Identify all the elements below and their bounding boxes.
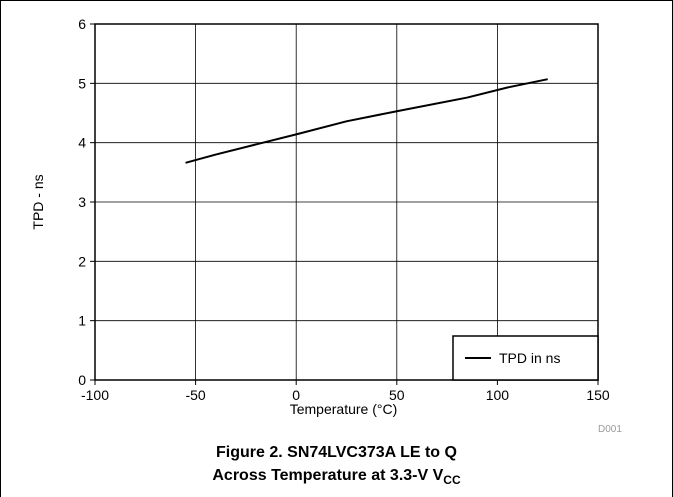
legend: TPD in ns [452, 335, 599, 381]
y-axis-label: TPD - ns [30, 174, 46, 229]
y-tick-label: 3 [78, 194, 86, 210]
y-tick-label: 2 [78, 253, 86, 269]
tpd-temperature-chart: 0 1 2 3 4 5 6 -100 -50 0 50 100 150 TPD - ns Temper… [30, 16, 610, 417]
y-axis-ticks: 0 1 2 3 4 5 6 [78, 16, 95, 388]
series-line-tpd [185, 78, 548, 164]
x-axis-label: Temperature (°C) [290, 401, 398, 417]
figure-caption-line2: Across Temperature at 3.3-V VCC [0, 466, 673, 490]
figure-code: D001 [598, 424, 622, 435]
series-group [185, 78, 548, 164]
x-tick-label: 50 [389, 387, 405, 403]
grid-lines [94, 23, 599, 381]
y-tick-label: 5 [78, 75, 86, 91]
x-tick-label: 150 [586, 387, 610, 403]
caption-line2-subscript: CC [443, 473, 461, 487]
y-tick-label: 4 [78, 135, 86, 151]
x-tick-label: -100 [81, 387, 109, 403]
y-tick-label: 1 [78, 313, 86, 329]
figure-caption-line1: Figure 2. SN74LVC373A LE to Q [216, 444, 457, 461]
y-tick-label: 6 [78, 16, 86, 32]
legend-label-tpd: TPD in ns [499, 350, 560, 366]
x-tick-label: 0 [292, 387, 300, 403]
caption-line2-text: Across Temperature at 3.3-V V [212, 467, 444, 484]
frame-top-border [0, 0, 673, 1]
x-tick-label: 100 [486, 387, 510, 403]
frame-left-border [0, 0, 1, 497]
y-tick-label: 0 [78, 372, 86, 388]
x-axis-ticks: -100 -50 0 50 100 150 [81, 380, 610, 403]
x-tick-label: -50 [185, 387, 205, 403]
